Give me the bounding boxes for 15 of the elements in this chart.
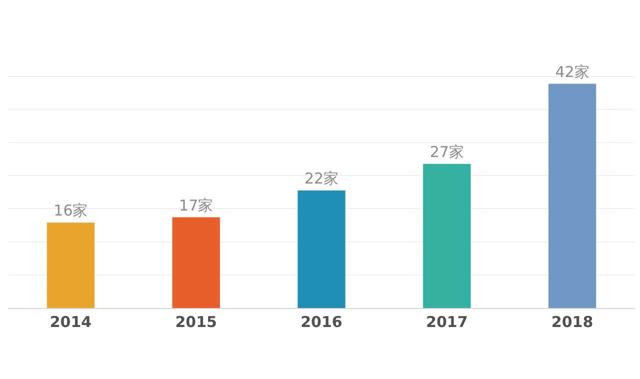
x-tick-label: 2014	[50, 313, 92, 331]
data-label: 42家	[555, 62, 590, 81]
bar	[46, 222, 95, 308]
x-tick-label: 2017	[426, 313, 468, 331]
x-tick-label: 2018	[551, 313, 594, 331]
bar	[298, 190, 346, 308]
data-label: 22家	[304, 170, 339, 188]
data-label: 16家	[54, 202, 88, 220]
x-tick-label: 2015	[175, 313, 217, 331]
bar	[172, 217, 220, 308]
bar	[548, 84, 596, 308]
x-tick-label: 2016	[300, 313, 342, 331]
data-label: 17家	[179, 196, 214, 214]
data-label: 27家	[430, 142, 464, 161]
bar	[423, 164, 471, 308]
